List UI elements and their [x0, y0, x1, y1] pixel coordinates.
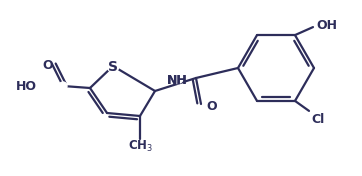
Text: HO: HO: [16, 80, 37, 93]
Text: O: O: [206, 100, 216, 114]
Circle shape: [172, 71, 184, 83]
Text: NH: NH: [167, 74, 188, 87]
Text: CH$_3$: CH$_3$: [129, 139, 153, 153]
Text: Cl: Cl: [311, 113, 324, 126]
Text: OH: OH: [316, 19, 337, 32]
Text: S: S: [108, 60, 118, 74]
Text: NH: NH: [167, 74, 188, 87]
Text: O: O: [43, 59, 53, 72]
Circle shape: [107, 60, 119, 72]
Circle shape: [59, 82, 67, 90]
